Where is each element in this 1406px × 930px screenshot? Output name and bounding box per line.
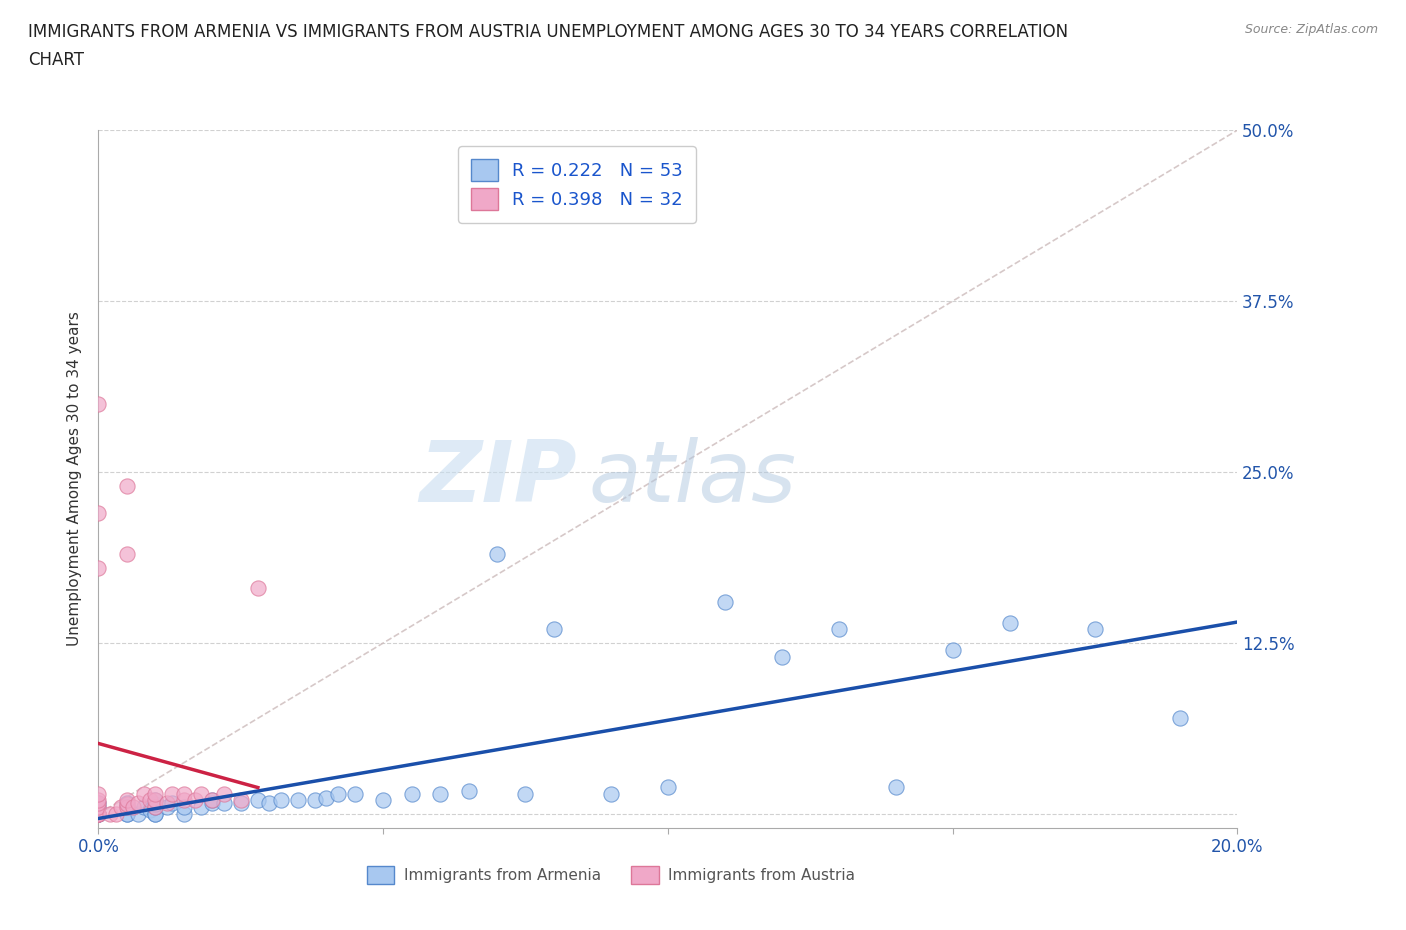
Point [657,779,679,794]
Point [145,800,167,815]
Point [87,806,110,821]
Point [145,793,167,808]
Point [115,793,138,808]
Point [87,796,110,811]
Text: ZIP: ZIP [419,437,576,521]
Point [115,797,138,812]
Point [87,396,110,411]
Point [212,786,235,801]
Point [270,793,292,808]
Point [87,806,110,821]
Point [156,796,179,811]
Point [600,786,623,801]
Point [326,786,349,801]
Point [87,806,110,821]
Point [343,786,366,801]
Point [229,793,252,808]
Point [201,793,224,808]
Text: Source: ZipAtlas.com: Source: ZipAtlas.com [1244,23,1378,36]
Point [115,800,138,815]
Point [942,643,965,658]
Point [145,786,167,801]
Point [115,478,138,493]
Point [714,594,737,609]
Point [110,800,132,815]
Legend: Immigrants from Armenia, Immigrants from Austria: Immigrants from Armenia, Immigrants from… [361,860,860,890]
Point [87,806,110,821]
Point [173,800,195,815]
Point [457,783,479,798]
Point [212,796,235,811]
Point [543,622,565,637]
Point [828,622,851,637]
Point [145,806,167,821]
Point [373,793,395,808]
Point [127,806,149,821]
Point [87,806,110,821]
Point [246,581,269,596]
Point [173,806,195,821]
Point [98,806,121,821]
Point [173,786,195,801]
Point [132,786,155,801]
Point [87,806,110,821]
Point [173,793,195,808]
Point [87,506,110,521]
Point [115,547,138,562]
Point [87,786,110,801]
Point [115,806,138,821]
Point [115,800,138,815]
Point [401,786,423,801]
Point [246,793,269,808]
Text: atlas: atlas [588,437,796,521]
Point [87,793,110,808]
Point [121,800,143,815]
Point [87,561,110,576]
Y-axis label: Unemployment Among Ages 30 to 34 years: Unemployment Among Ages 30 to 34 years [67,312,83,646]
Point [190,786,212,801]
Point [138,793,160,808]
Point [315,790,337,805]
Point [162,786,184,801]
Point [87,806,110,821]
Point [145,800,167,815]
Text: CHART: CHART [28,51,84,69]
Point [184,793,207,808]
Point [201,793,224,808]
Point [87,800,110,815]
Point [1170,711,1192,725]
Point [429,786,451,801]
Point [138,803,160,817]
Point [87,800,110,815]
Point [145,806,167,821]
Point [162,796,184,811]
Point [770,649,793,664]
Point [229,796,252,811]
Point [515,786,537,801]
Point [156,800,179,815]
Point [304,793,326,808]
Point [486,547,509,562]
Point [1084,622,1107,637]
Point [132,800,155,815]
Point [287,793,309,808]
Point [145,793,167,808]
Text: IMMIGRANTS FROM ARMENIA VS IMMIGRANTS FROM AUSTRIA UNEMPLOYMENT AMONG AGES 30 TO: IMMIGRANTS FROM ARMENIA VS IMMIGRANTS FR… [28,23,1069,41]
Point [127,796,149,811]
Point [259,796,281,811]
Point [87,806,110,821]
Point [998,615,1021,630]
Point [884,779,907,794]
Point [190,800,212,815]
Point [104,806,127,821]
Point [115,806,138,821]
Point [115,796,138,811]
Point [145,797,167,812]
Point [201,796,224,811]
Point [87,806,110,821]
Point [87,796,110,811]
